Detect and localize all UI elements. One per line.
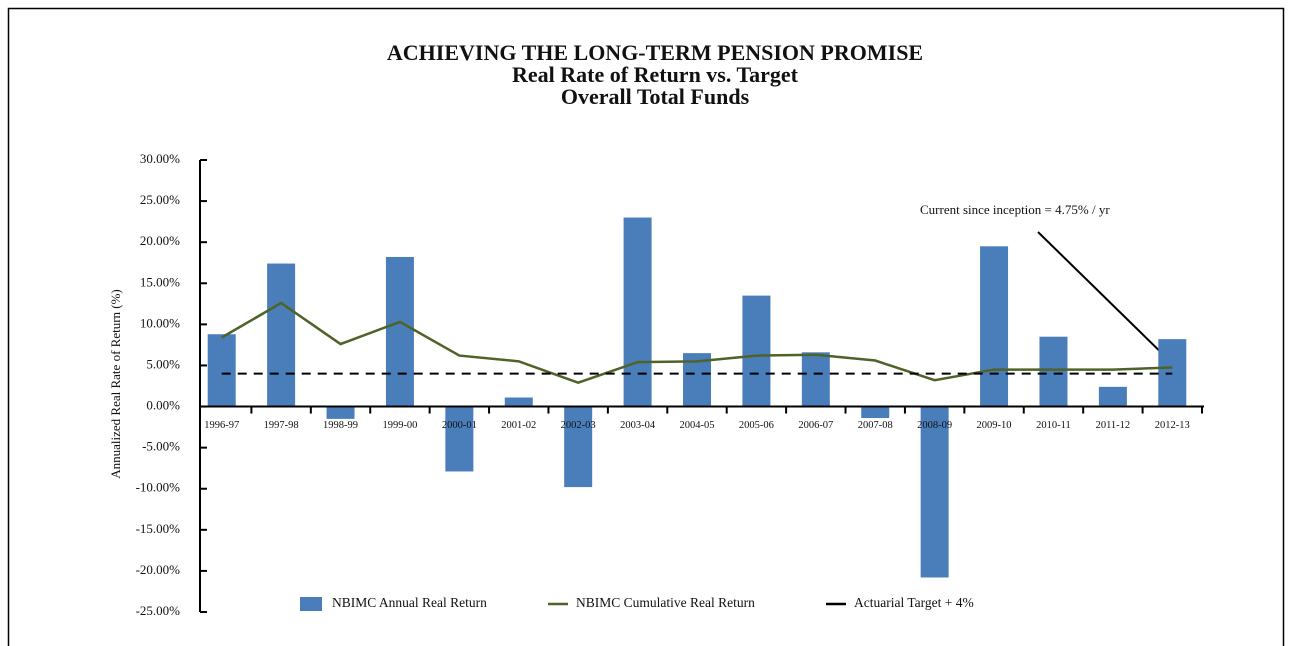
y-tick-label: 5.00%: [146, 356, 180, 371]
bar: [623, 217, 652, 407]
x-tick-label: 2012-13: [1155, 420, 1190, 431]
x-tick-label: 2009-10: [977, 420, 1012, 431]
x-tick-label: 2002-03: [561, 420, 596, 431]
x-tick-label: 2000-01: [442, 420, 477, 431]
y-tick-label: 30.00%: [140, 151, 180, 166]
y-tick-label: 15.00%: [140, 274, 180, 289]
x-tick-label: 2004-05: [680, 420, 715, 431]
bar: [267, 263, 296, 407]
y-tick-label: 20.00%: [140, 233, 180, 248]
y-tick-label: -20.00%: [136, 562, 181, 577]
bar: [920, 406, 949, 578]
bar: [326, 406, 355, 419]
legend-label: NBIMC Cumulative Real Return: [576, 595, 755, 610]
y-tick-label: -25.00%: [136, 603, 181, 618]
bar: [207, 334, 236, 407]
bar: [385, 256, 414, 407]
x-tick-label: 2010-11: [1036, 420, 1071, 431]
x-tick-label: 1998-99: [323, 420, 358, 431]
x-tick-label: 2005-06: [739, 420, 774, 431]
chart-subtitle: Overall Total Funds: [561, 84, 750, 109]
chart-title: ACHIEVING THE LONG-TERM PENSION PROMISE: [387, 40, 923, 65]
x-tick-label: 2001-02: [501, 420, 536, 431]
y-tick-label: -10.00%: [136, 480, 181, 495]
legend-swatch: [300, 597, 322, 611]
frame: [7, 7, 1285, 646]
x-tick-label: 2007-08: [858, 420, 893, 431]
x-tick-label: 2011-12: [1096, 420, 1131, 431]
legend-label: Actuarial Target + 4%: [854, 595, 974, 610]
series-line: [221, 301, 1173, 385]
bar: [564, 406, 593, 488]
legend-label: NBIMC Annual Real Return: [332, 595, 487, 610]
bar: [504, 397, 533, 407]
chart-subtitle: Real Rate of Return vs. Target: [512, 62, 799, 87]
bar: [861, 406, 890, 419]
x-tick-label: 1999-00: [382, 420, 417, 431]
x-tick-label: 1996-97: [204, 420, 239, 431]
bar: [742, 295, 771, 407]
bar: [801, 352, 830, 407]
bar: [1039, 336, 1068, 407]
x-tick-label: 2008-09: [917, 420, 952, 431]
y-tick-label: 10.00%: [140, 315, 180, 330]
bar: [445, 406, 474, 472]
y-tick-label: -15.00%: [136, 521, 181, 536]
annotation-arrow: [1037, 231, 1177, 368]
bar: [1098, 386, 1127, 407]
y-tick-label: 0.00%: [146, 398, 180, 413]
y-tick-label: -5.00%: [142, 439, 180, 454]
bar: [980, 246, 1009, 407]
x-tick-label: 2003-04: [620, 420, 656, 431]
y-axis-label: Annualized Real Rate of Return (%): [108, 289, 123, 479]
annotation: Current since inception = 4.75% / yr: [920, 202, 1110, 217]
y-tick-label: 25.00%: [140, 192, 180, 207]
x-tick-label: 1997-98: [264, 420, 299, 431]
x-tick-label: 2006-07: [798, 420, 833, 431]
